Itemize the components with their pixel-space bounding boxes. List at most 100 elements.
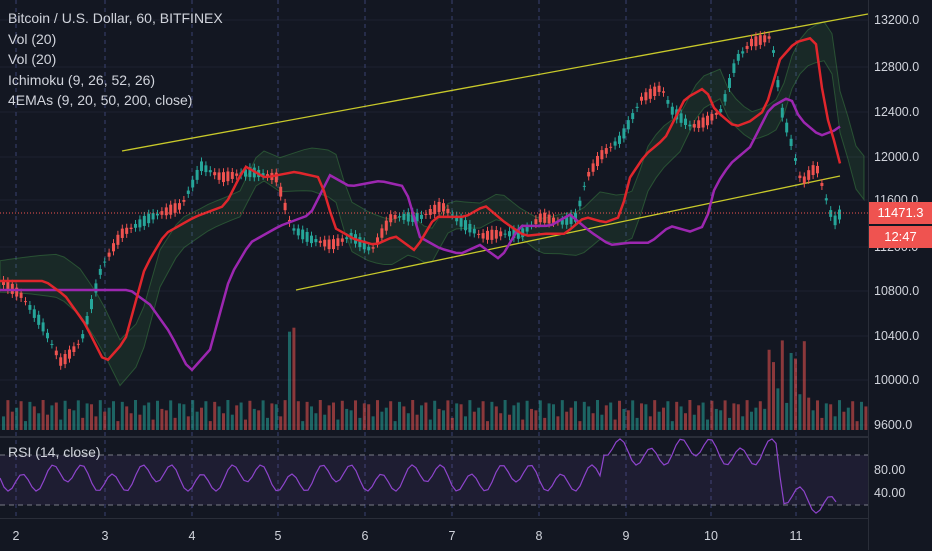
volume-bar xyxy=(494,406,498,430)
volume-bar xyxy=(446,400,450,430)
volume-indicator-label-2[interactable]: Vol (20) xyxy=(8,51,57,67)
volume-bar xyxy=(798,394,802,430)
price-tick: 9600.0 xyxy=(874,418,913,432)
volume-bar xyxy=(257,410,261,430)
volume-bar xyxy=(98,400,102,430)
volume-bar xyxy=(283,400,287,430)
volume-bar xyxy=(459,404,463,430)
volume-bar xyxy=(525,400,529,430)
volume-bar xyxy=(217,406,221,430)
ema-indicator-label[interactable]: 4EMAs (9, 20, 50, 200, close) xyxy=(8,92,193,108)
candle-body xyxy=(450,214,454,216)
volume-bar xyxy=(230,414,234,430)
candle-body xyxy=(802,176,806,184)
chart-legend: Bitcoin / U.S. Dollar, 60, BITFINEX Vol … xyxy=(8,8,223,111)
candle-body xyxy=(494,230,498,239)
candle-body xyxy=(486,230,489,240)
volume-bar xyxy=(767,349,771,430)
candle-body xyxy=(81,334,85,339)
candle-body xyxy=(477,233,481,235)
time-axis[interactable] xyxy=(0,518,868,551)
volume-bar xyxy=(670,421,674,430)
volume-bar xyxy=(318,400,322,430)
time-tick: 6 xyxy=(361,529,369,543)
candle-body xyxy=(389,214,393,223)
volume-bar xyxy=(697,405,701,430)
candle-body xyxy=(565,216,569,225)
time-tick: 8 xyxy=(535,529,543,543)
volume-bar xyxy=(547,403,551,430)
volume-bar xyxy=(411,400,415,430)
candle-body xyxy=(816,165,819,174)
candle-body xyxy=(824,198,828,201)
candle-body xyxy=(46,332,49,339)
candle-body xyxy=(600,150,604,160)
candle-body xyxy=(745,45,749,49)
volume-bar xyxy=(591,413,595,430)
candle-body xyxy=(701,117,705,128)
candle-body xyxy=(37,314,41,325)
candle-body xyxy=(455,215,459,222)
volume-bar xyxy=(490,401,494,430)
candle-body xyxy=(613,141,617,146)
candle-body xyxy=(820,182,824,186)
volume-bar xyxy=(613,419,617,430)
symbol-title[interactable]: Bitcoin / U.S. Dollar, 60, BITFINEX xyxy=(8,10,223,26)
price-tick: 10000.0 xyxy=(874,373,920,387)
candle-body xyxy=(384,220,388,231)
candle-body xyxy=(235,173,239,176)
volume-bar xyxy=(244,419,247,430)
candle-body xyxy=(345,237,349,240)
candle-body xyxy=(794,158,797,161)
volume-bar xyxy=(719,410,723,430)
price-axis[interactable] xyxy=(868,0,932,550)
volume-bar xyxy=(626,410,630,430)
volume-bar xyxy=(750,411,753,430)
volume-bar xyxy=(631,400,635,430)
volume-bar xyxy=(345,408,349,430)
ema-50-line xyxy=(0,36,842,362)
volume-bar xyxy=(543,417,547,430)
volume-bar xyxy=(420,405,423,430)
volume-bar xyxy=(222,413,225,430)
volume-bar xyxy=(195,411,199,430)
candle-body xyxy=(41,322,45,332)
volume-bar xyxy=(19,401,23,430)
candle-body xyxy=(710,113,714,121)
candle-body xyxy=(472,228,476,234)
volume-bar xyxy=(486,421,489,430)
candle-body xyxy=(376,237,379,244)
volume-bar xyxy=(657,411,661,430)
time-tick: 4 xyxy=(188,529,196,543)
pane-separator[interactable] xyxy=(0,436,868,438)
candle-body xyxy=(750,38,753,47)
volume-bar xyxy=(424,402,428,430)
candle-body xyxy=(428,208,432,215)
volume-bar xyxy=(81,417,85,430)
volume-bar xyxy=(516,402,520,430)
candle-body xyxy=(230,172,234,179)
rsi-tick: 40.00 xyxy=(874,486,906,500)
volume-bar xyxy=(604,405,608,430)
ichimoku-indicator-label[interactable]: Ichimoku (9, 26, 52, 26) xyxy=(8,71,156,88)
price-chart[interactable] xyxy=(0,0,868,518)
candle-body xyxy=(508,231,511,237)
candle-body xyxy=(723,94,727,102)
volume-indicator-label-1[interactable]: Vol (20) xyxy=(8,30,57,47)
volume-bar xyxy=(376,400,379,430)
candle-body xyxy=(208,170,212,173)
volume-bar xyxy=(785,402,789,430)
volume-bar xyxy=(842,411,846,430)
volume-bar xyxy=(807,397,811,430)
volume-bar xyxy=(138,414,142,430)
candle-body xyxy=(547,214,551,224)
volume-bar xyxy=(794,358,797,430)
candle-body xyxy=(798,175,802,179)
ema-200-line xyxy=(0,97,841,372)
rsi-indicator-label[interactable]: RSI (14, close) xyxy=(8,444,101,460)
volume-bar xyxy=(160,408,164,430)
bar-countdown-badge: 12:47 xyxy=(869,226,932,248)
candle-body xyxy=(204,165,208,173)
candle-body xyxy=(464,220,467,231)
volume-bar xyxy=(274,404,278,430)
